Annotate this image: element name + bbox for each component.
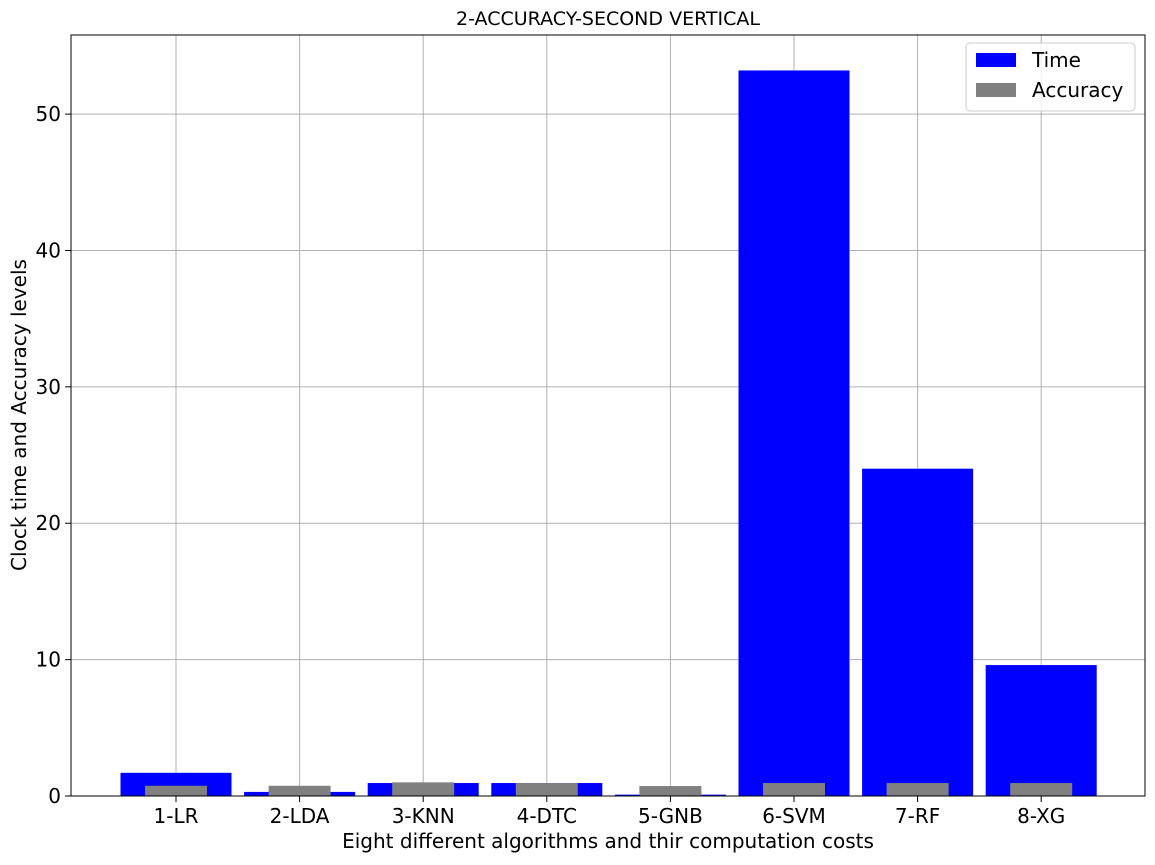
x-tick-label: 7-RF <box>895 804 940 828</box>
y-tick-label: 0 <box>48 784 61 808</box>
bar-time-7-rf <box>862 468 974 796</box>
legend: Time Accuracy <box>965 42 1136 112</box>
bar-accuracy-6-svm <box>763 783 825 796</box>
y-tick-label: 40 <box>36 238 61 262</box>
bar-accuracy-2-lda <box>268 785 331 796</box>
plot-frame <box>70 34 1146 797</box>
legend-swatch-accuracy <box>976 83 1016 97</box>
x-tick-label: 4-DTC <box>517 804 577 828</box>
bar-accuracy-4-dtc <box>515 783 578 796</box>
y-axis-label: Clock time and Accuracy levels <box>7 259 31 571</box>
x-tick-label: 1-LR <box>154 804 199 828</box>
legend-label-time: Time <box>1031 48 1081 72</box>
legend-label-accuracy: Accuracy <box>1032 78 1123 102</box>
bar-accuracy-1-lr <box>145 785 207 796</box>
y-tick-label: 30 <box>36 375 61 399</box>
bar-accuracy-7-rf <box>886 783 949 796</box>
chart-title: 2-ACCURACY-SECOND VERTICAL <box>456 8 760 30</box>
y-tick-label: 10 <box>36 648 61 672</box>
axes: 0 10 20 30 40 50 1-LR 2-LDA 3-KNN 4-DTC 5-GNB 6-SVM… <box>36 102 1066 828</box>
bar-accuracy-8-xg <box>1010 783 1073 796</box>
x-axis-label: Eight different algorithms and thir comp… <box>342 829 874 853</box>
x-tick-label: 6-SVM <box>762 804 826 828</box>
y-tick-label: 50 <box>36 102 61 126</box>
x-tick-label: 3-KNN <box>392 804 455 828</box>
legend-swatch-time <box>976 53 1016 67</box>
bars <box>120 70 1097 796</box>
bar-accuracy-3-knn <box>392 782 455 796</box>
x-tick-label: 2-LDA <box>270 804 330 828</box>
bar-time-6-svm <box>738 70 850 796</box>
y-tick-label: 20 <box>36 511 61 535</box>
bar-accuracy-5-gnb <box>639 786 702 796</box>
x-tick-label: 8-XG <box>1017 804 1065 828</box>
bar-time-8-xg <box>985 665 1097 796</box>
x-tick-label: 5-GNB <box>638 804 703 828</box>
